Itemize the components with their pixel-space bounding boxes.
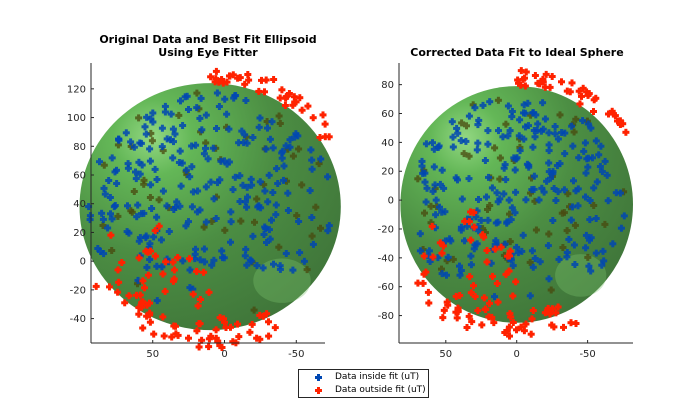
- x-tick-label: 0: [221, 349, 227, 360]
- data-point-outside: [320, 111, 327, 118]
- data-point-outside: [150, 331, 157, 338]
- data-point-outside: [213, 68, 220, 75]
- data-point-outside: [425, 300, 432, 307]
- y-tick-label: 40: [73, 199, 86, 210]
- data-point-outside: [263, 77, 270, 84]
- data-point-outside: [549, 73, 556, 80]
- y-tick-label: -80: [378, 311, 394, 322]
- data-point-outside: [205, 343, 212, 350]
- data-point-outside: [265, 333, 272, 340]
- data-point-outside: [135, 311, 142, 318]
- data-point-outside: [196, 344, 203, 351]
- y-tick-label: 80: [381, 80, 394, 91]
- y-tick-label: 60: [73, 171, 86, 182]
- y-tick-label: 100: [67, 113, 86, 124]
- y-tick-label: 20: [381, 167, 394, 178]
- left-title-line1: Original Data and Best Fit Ellipsoid: [99, 33, 316, 46]
- y-tick-label: 120: [67, 84, 86, 95]
- data-point-outside: [265, 318, 272, 325]
- data-point-outside: [425, 289, 432, 296]
- data-point-outside: [622, 129, 629, 136]
- sphere-highlight: [555, 254, 606, 297]
- data-point-outside: [532, 72, 539, 79]
- data-point-outside: [93, 283, 100, 290]
- data-point-outside: [528, 331, 535, 338]
- y-tick-label: 0: [388, 196, 394, 207]
- y-tick-label: 40: [381, 138, 394, 149]
- data-point-outside: [299, 107, 306, 114]
- x-tick-label: -50: [579, 349, 595, 360]
- data-point-outside: [270, 76, 277, 83]
- data-point-outside: [464, 324, 471, 331]
- y-tick-label: 80: [73, 142, 86, 153]
- data-point-outside: [161, 333, 168, 340]
- legend-label-outside: Data outside fit (uT): [335, 384, 426, 397]
- axes-right: Corrected Data Fit to Ideal Sphere -80 -6…: [378, 46, 633, 360]
- data-point-outside: [304, 103, 311, 110]
- data-point-outside: [277, 95, 284, 102]
- axes-left: Original Data and Best Fit Ellipsoid Usi…: [67, 33, 341, 360]
- legend: Data inside fit (uT) Data outside fit (u…: [298, 369, 429, 398]
- data-point-outside: [478, 321, 485, 328]
- data-point-outside: [147, 319, 154, 326]
- data-point-outside: [558, 78, 565, 85]
- data-point-outside: [322, 121, 329, 128]
- data-point-outside: [569, 79, 576, 86]
- legend-marker-inside: [315, 374, 322, 381]
- x-tick-label: 50: [146, 349, 159, 360]
- y-tick-label: -20: [378, 224, 394, 235]
- y-tick-label: -40: [70, 314, 86, 325]
- data-point-outside: [414, 280, 421, 287]
- data-point-outside: [246, 329, 253, 336]
- left-title-line2: Using Eye Fitter: [158, 46, 258, 59]
- data-point-outside: [439, 314, 446, 321]
- y-tick-label: 20: [73, 228, 86, 239]
- right-title: Corrected Data Fit to Ideal Sphere: [410, 46, 623, 59]
- y-tick-label: 0: [80, 257, 86, 268]
- y-tick-label: -20: [70, 285, 86, 296]
- legend-item-outside: Data outside fit (uT): [299, 384, 430, 397]
- y-tick-label: -60: [378, 282, 394, 293]
- y-tick-label: 60: [381, 109, 394, 120]
- data-point-outside: [573, 320, 580, 327]
- data-point-outside: [272, 324, 279, 331]
- data-point-outside: [278, 86, 285, 93]
- data-point-outside: [310, 114, 317, 121]
- data-point-outside: [185, 335, 192, 342]
- data-point-outside: [235, 333, 242, 340]
- y-tick-label: -40: [378, 253, 394, 264]
- legend-label-inside: Data inside fit (uT): [335, 371, 419, 384]
- legend-item-inside: Data inside fit (uT): [299, 371, 430, 384]
- legend-marker-outside: [315, 387, 322, 394]
- x-tick-label: -50: [288, 349, 304, 360]
- data-point-outside: [560, 324, 567, 331]
- data-point-outside: [139, 325, 146, 332]
- x-tick-label: 0: [514, 349, 520, 360]
- x-tick-label: 50: [439, 349, 452, 360]
